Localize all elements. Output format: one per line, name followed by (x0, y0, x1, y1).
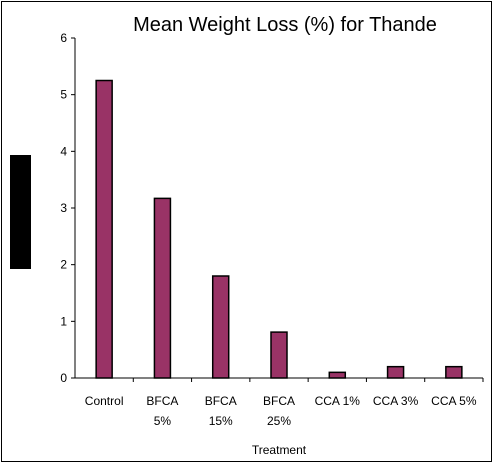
bar (445, 365, 463, 379)
y-tick-label: 0 (60, 371, 67, 385)
y-tick-label: 1 (60, 314, 67, 328)
y-tick-label: 4 (60, 144, 67, 158)
y-axis-ticks: 0 1 2 3 4 5 6 (60, 31, 75, 385)
chart-title: Mean Weight Loss (%) for Thande (133, 14, 437, 36)
bar (211, 275, 230, 379)
x-category-label: BFCA (205, 394, 237, 408)
y-tick-label: 2 (60, 258, 67, 272)
x-category-label: Control (85, 394, 124, 408)
bar (386, 365, 405, 379)
x-category-label: 15% (209, 414, 233, 428)
x-axis-label: Treatment (252, 443, 307, 457)
x-category-label: CCA 3% (373, 394, 419, 408)
x-axis-categories: Control BFCA 5% BFCA 15% BFCA 25% CCA 1% CCA 3% C… (85, 378, 484, 428)
x-category-label: CCA 1% (315, 394, 361, 408)
x-category-label: 25% (267, 414, 291, 428)
bar (153, 197, 172, 379)
x-category-label: BFCA (146, 394, 178, 408)
y-tick-label: 5 (60, 88, 67, 102)
y-axis-label-redacted (10, 155, 31, 269)
x-category-label: CCA 5% (431, 394, 477, 408)
y-tick-label: 3 (60, 201, 67, 215)
bar (270, 331, 288, 379)
y-tick-label: 6 (60, 31, 67, 45)
bars (95, 79, 463, 379)
bar (95, 79, 113, 379)
bar (328, 371, 347, 379)
x-category-label: 5% (154, 414, 172, 428)
x-category-label: BFCA (263, 394, 295, 408)
